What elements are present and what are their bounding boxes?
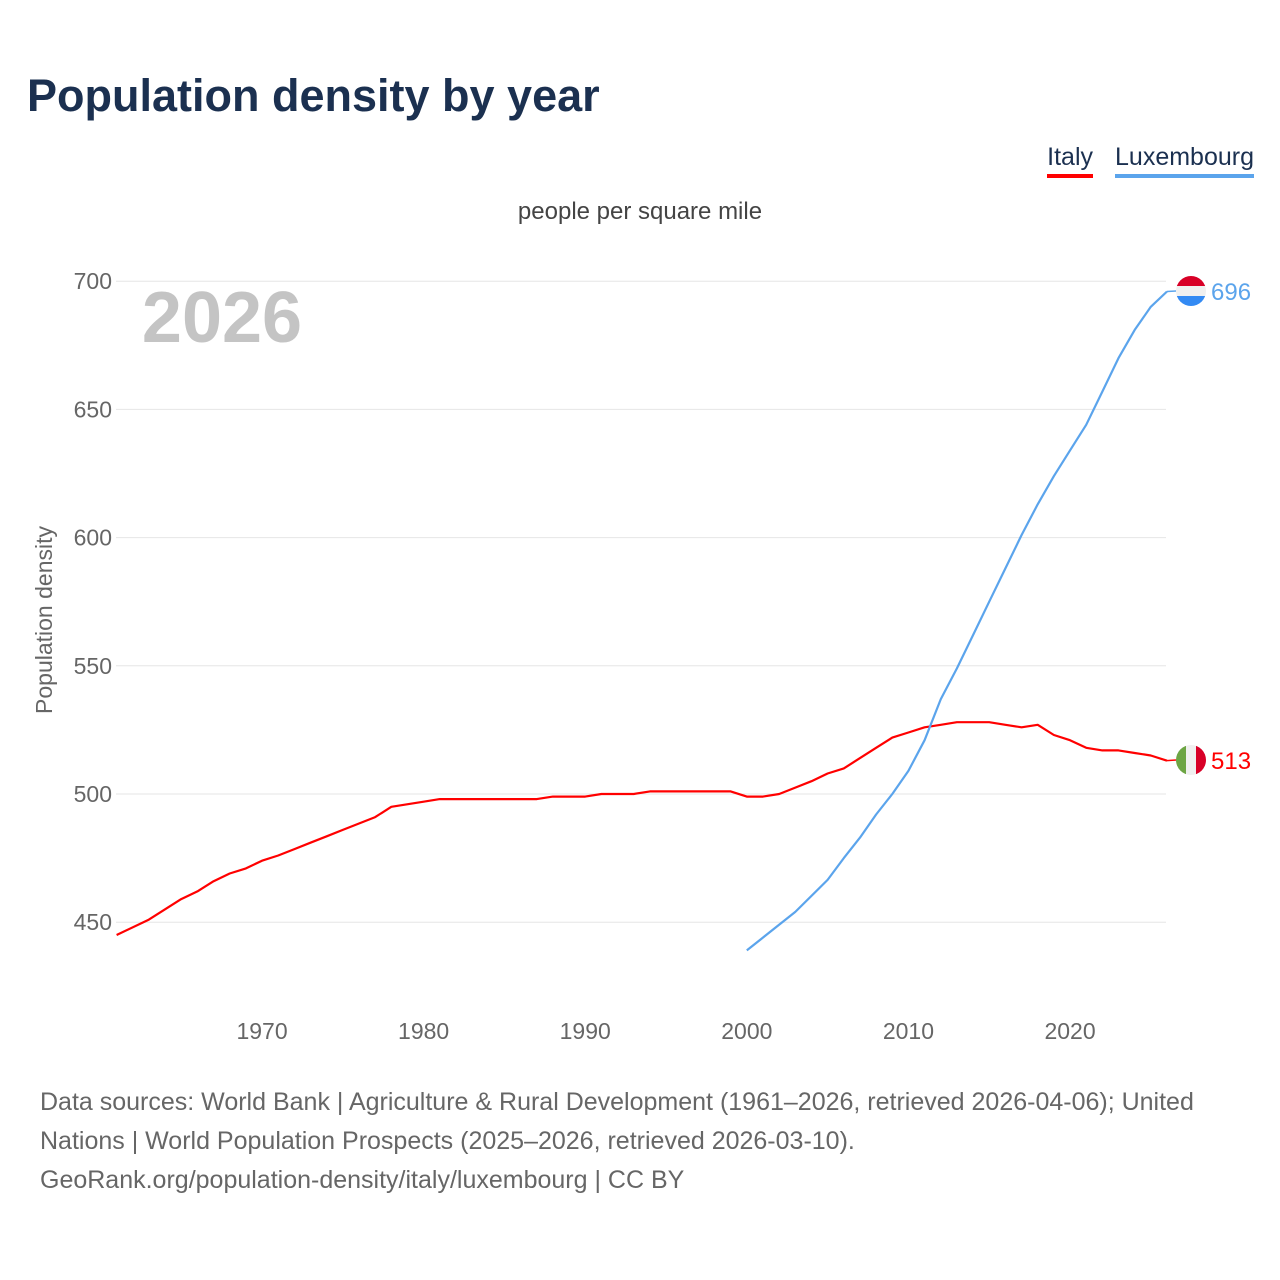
y-axis-label: Population density xyxy=(31,526,57,714)
end-value-label: 696 xyxy=(1211,279,1251,306)
end-value-label: 513 xyxy=(1211,748,1251,775)
legend-item-luxembourg[interactable]: Luxembourg xyxy=(1115,143,1254,178)
flag-stripes xyxy=(1176,276,1206,306)
flag-stripe xyxy=(1196,745,1206,775)
luxembourg-flag-icon xyxy=(1176,276,1206,306)
source-link[interactable]: GeoRank.org/population-density/italy/lux… xyxy=(40,1166,685,1194)
series-line-italy xyxy=(116,721,1168,936)
flag-stripe xyxy=(1176,296,1206,306)
x-tick-label: 1990 xyxy=(560,1018,611,1044)
unit-label: people per square mile xyxy=(517,198,763,225)
series-line-luxembourg xyxy=(746,290,1168,952)
x-tick-label: 1970 xyxy=(236,1018,287,1044)
italy-flag-icon xyxy=(1176,745,1206,775)
x-tick-label: 2000 xyxy=(721,1018,772,1044)
x-tick-label: 2010 xyxy=(883,1018,934,1044)
x-tick-label: 1980 xyxy=(398,1018,449,1044)
legend-item-italy[interactable]: Italy xyxy=(1047,143,1094,178)
flag-stripe xyxy=(1176,286,1206,296)
y-tick-label: 550 xyxy=(74,653,112,679)
flag-stripe xyxy=(1176,276,1206,286)
source-note: Data sources: World Bank | Agriculture &… xyxy=(40,1083,1250,1200)
y-tick-label: 500 xyxy=(74,781,112,807)
flag-stripes xyxy=(1176,745,1206,775)
year-watermark: 2026 xyxy=(142,278,302,358)
source-line: Data sources: World Bank | Agriculture &… xyxy=(40,1088,1194,1155)
flag-stripe xyxy=(1186,745,1196,775)
y-tick-label: 650 xyxy=(74,396,112,422)
y-tick-label: 600 xyxy=(74,525,112,551)
flag-stripe xyxy=(1176,745,1186,775)
y-tick-label: 700 xyxy=(74,268,112,294)
y-tick-label: 450 xyxy=(74,909,112,935)
chart-title: Population density by year xyxy=(27,70,600,121)
x-tick-label: 2020 xyxy=(1044,1018,1095,1044)
legend: Italy Luxembourg xyxy=(1047,143,1254,178)
label-connector xyxy=(1166,759,1177,762)
